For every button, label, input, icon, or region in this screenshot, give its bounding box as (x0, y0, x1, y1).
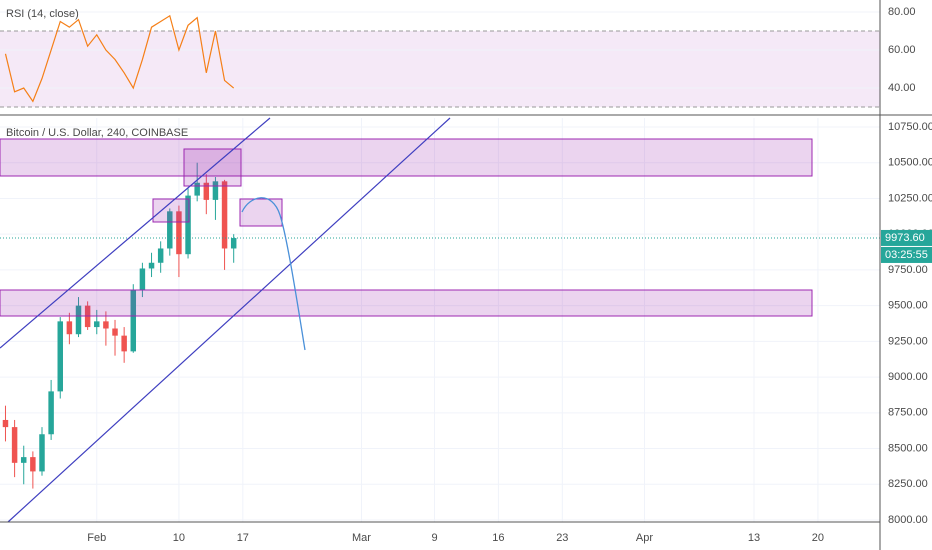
x-tick-label: Feb (87, 532, 106, 544)
y-tick-label: 10500.00 (888, 157, 932, 169)
candle-body (112, 328, 118, 336)
x-tick-label: 23 (556, 532, 568, 544)
candle-body (66, 321, 73, 335)
y-tick-label: 10750.00 (888, 121, 932, 133)
candle-body (176, 211, 182, 255)
y-tick-label: 9250.00 (888, 335, 928, 347)
x-tick-label: 9 (431, 532, 437, 544)
candle-body (203, 182, 210, 200)
candle-body (39, 434, 45, 472)
candle-body (48, 391, 54, 435)
channel-line (7, 117, 451, 523)
price-tag (881, 229, 932, 246)
countdown-label: 03:25:55 (885, 249, 928, 261)
y-tick-label: 8250.00 (888, 478, 928, 490)
price-tag-label: 9973.60 (885, 232, 925, 244)
labels: 40.00 60.00 80.00 8000.00 8250.00 8500.00 8750… (87, 6, 932, 544)
x-tick-label: Mar (352, 532, 371, 544)
candle-body (2, 419, 9, 428)
y-tick-label: 9000.00 (888, 371, 928, 383)
x-tick-label: Apr (636, 532, 653, 544)
x-tick-label: 16 (492, 532, 504, 544)
zone (152, 198, 190, 223)
rsi-title: RSI (14, close) (6, 8, 79, 20)
candle-body (139, 268, 146, 290)
y-tick-label: 9750.00 (888, 264, 928, 276)
candle-body (148, 262, 155, 269)
candle-body (94, 321, 100, 328)
y-tick-label: 60.00 (888, 44, 916, 56)
zone (0, 289, 813, 317)
y-tick-label: 40.00 (888, 82, 916, 94)
x-tick-label: 10 (173, 532, 185, 544)
projection-arc (241, 197, 306, 351)
channel-line (0, 117, 271, 349)
candle-body (75, 305, 82, 335)
y-tick-label: 8000.00 (888, 514, 928, 526)
candle-body (194, 182, 200, 196)
candle-body (130, 289, 137, 352)
candle-body (221, 181, 228, 249)
y-tick-label: 8500.00 (888, 442, 928, 454)
y-tick-label: 10250.00 (888, 192, 932, 204)
drawings (0, 117, 813, 523)
candle-body (230, 238, 237, 249)
rsi-band (0, 30, 880, 108)
rsi-line (4, 14, 235, 103)
candle-body (121, 335, 127, 352)
y-tick-label: 80.00 (888, 6, 916, 18)
candle-body (20, 457, 27, 463)
y-tick-label: 8750.00 (888, 407, 928, 419)
y-tick-label: 9500.00 (888, 300, 928, 312)
zone (239, 198, 283, 227)
x-tick-label: 13 (748, 532, 760, 544)
candle-body (57, 321, 63, 392)
candle-body (167, 211, 173, 249)
candle-body (157, 248, 164, 263)
candle-body (212, 181, 219, 200)
price-title: Bitcoin / U.S. Dollar, 240, COINBASE (6, 127, 188, 139)
candle-body (11, 427, 18, 463)
x-tick-label: 17 (237, 532, 249, 544)
countdown-tag (881, 246, 932, 263)
candle-body (185, 195, 191, 255)
x-tick-label: 20 (812, 532, 824, 544)
marks (0, 14, 880, 489)
candle-body (30, 457, 36, 472)
candle-body (103, 321, 109, 329)
